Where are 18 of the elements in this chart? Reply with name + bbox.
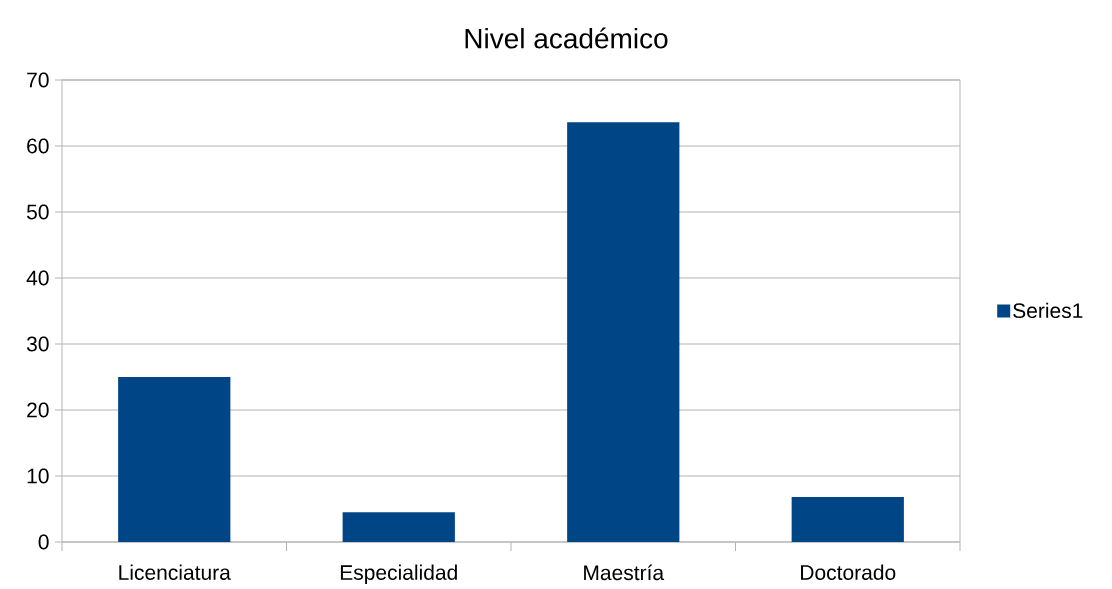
y-tick-label: 70	[27, 72, 49, 88]
bar	[791, 497, 904, 542]
y-tick-label: 40	[26, 270, 49, 286]
bar	[118, 377, 231, 542]
y-tick-label: 60	[27, 138, 49, 154]
y-tick-label: 0	[38, 534, 49, 550]
x-tick-label: Licenciatura	[119, 564, 231, 580]
y-tick-label: 50	[26, 204, 49, 220]
y-tick-label: 30	[26, 336, 49, 352]
y-tick-label: 10	[27, 468, 49, 484]
y-tick-label: 20	[27, 402, 49, 418]
x-tick-label: Especialidad	[340, 564, 457, 585]
legend-label: Series1	[1013, 302, 1083, 319]
bar	[567, 122, 680, 542]
x-tick-label: Doctorado	[801, 564, 896, 580]
bar	[342, 512, 455, 542]
chart-title: Nivel académico	[465, 27, 668, 49]
x-tick-label: Maestría	[584, 564, 665, 581]
